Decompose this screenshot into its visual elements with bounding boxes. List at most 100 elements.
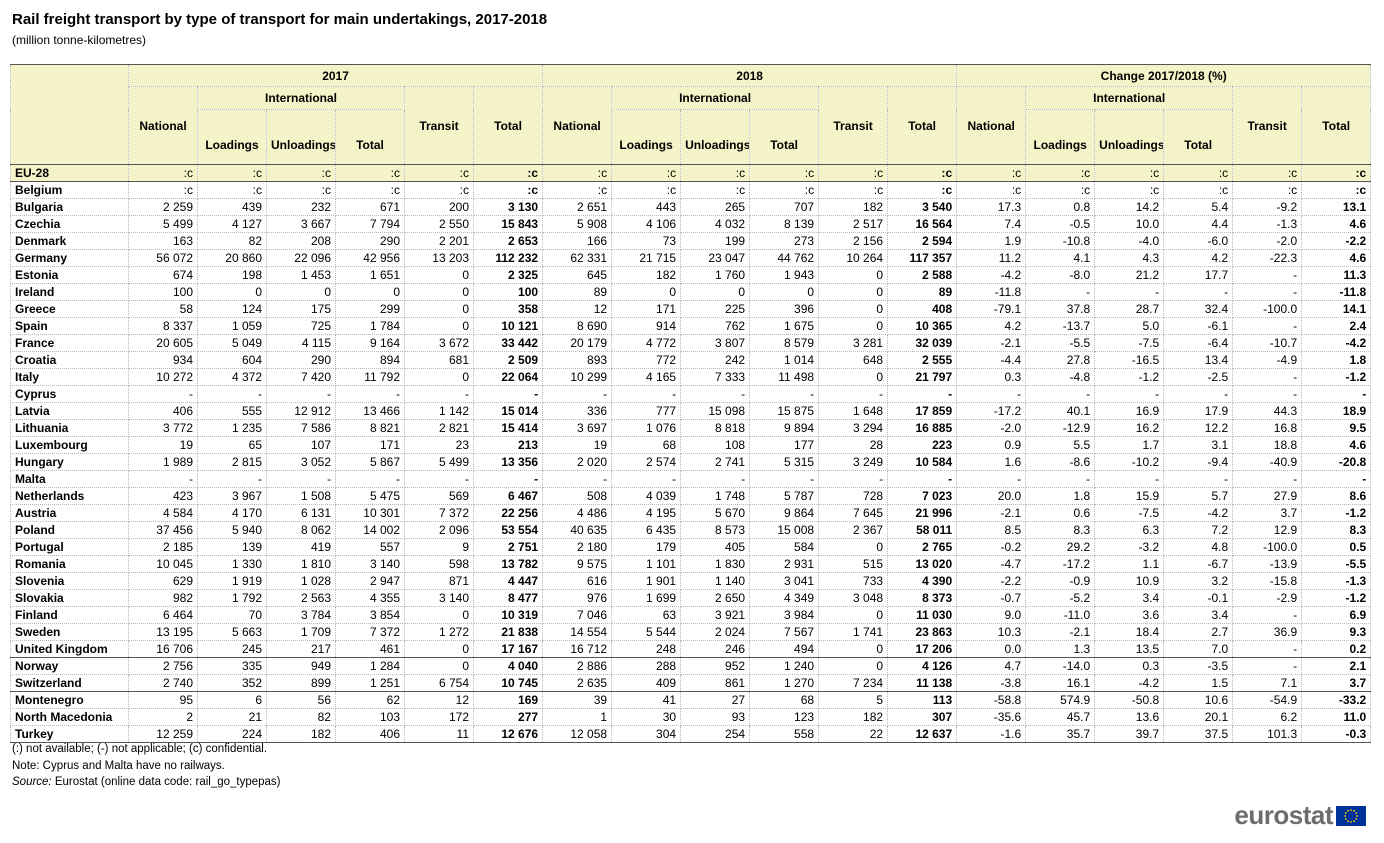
cell: :c <box>680 164 751 182</box>
cell: 307 <box>887 708 958 726</box>
cell: 1.5 <box>1163 674 1234 692</box>
cell: 13.1 <box>1301 198 1372 216</box>
cell: -6.4 <box>1163 334 1234 352</box>
cell: 0 <box>611 283 682 301</box>
cell: 8 373 <box>887 589 958 607</box>
cell: :c <box>956 164 1027 182</box>
cell: - <box>749 470 820 488</box>
cell: 8 062 <box>266 521 336 539</box>
cell: -79.1 <box>956 300 1027 318</box>
cell: 93 <box>680 708 751 726</box>
cell: 2 020 <box>542 453 613 471</box>
cell: 8 573 <box>680 521 751 539</box>
cell: - <box>680 385 751 403</box>
cell: 2 741 <box>680 453 751 471</box>
cell: - <box>335 470 405 488</box>
cell: 139 <box>197 538 267 556</box>
cell: - <box>1232 606 1303 624</box>
cell: 4.2 <box>1163 249 1234 267</box>
cell: - <box>749 385 820 403</box>
cell: 177 <box>749 436 820 454</box>
cell: 7 567 <box>749 623 820 641</box>
cell: 5 867 <box>335 453 405 471</box>
cell: 8 579 <box>749 334 820 352</box>
cell: :c <box>1163 164 1234 182</box>
cell: 2 367 <box>818 521 889 539</box>
cell: -5.2 <box>1025 589 1096 607</box>
column-header: Transit <box>1232 86 1303 165</box>
cell: 16.2 <box>1094 419 1165 437</box>
cell: 223 <box>887 436 958 454</box>
cell: 914 <box>611 317 682 335</box>
column-header: Transit <box>818 86 889 165</box>
cell: - <box>1232 368 1303 386</box>
cell: 8 477 <box>472 589 544 607</box>
column-header: National <box>542 86 613 165</box>
column-header: Total <box>335 109 405 165</box>
cell: -11.8 <box>1301 283 1372 301</box>
cell: 5 <box>818 691 889 709</box>
cell: 3 672 <box>404 334 474 352</box>
cell: 254 <box>680 725 751 743</box>
cell: 304 <box>611 725 682 743</box>
cell: 6 467 <box>472 487 544 505</box>
cell: 3.7 <box>1301 674 1372 692</box>
cell: - <box>1232 657 1303 675</box>
cell: 4.6 <box>1301 436 1372 454</box>
cell: 11.0 <box>1301 708 1372 726</box>
cell: 0 <box>818 266 889 284</box>
cell: 5 663 <box>197 623 267 641</box>
cell: -16.5 <box>1094 351 1165 369</box>
cell: 6.9 <box>1301 606 1372 624</box>
cell: 2 180 <box>542 538 613 556</box>
cell: 18.9 <box>1301 402 1372 420</box>
table-row: Poland 37 456 5 940 8 062 14 002 2 096 53 554 4… <box>10 521 1372 539</box>
cell: 645 <box>542 266 613 284</box>
row-label: Estonia <box>10 266 129 284</box>
cell: - <box>818 385 889 403</box>
cell: 7 372 <box>335 623 405 641</box>
cell: 100 <box>128 283 198 301</box>
cell: - <box>818 470 889 488</box>
cell: 1 101 <box>611 555 682 573</box>
cell: 246 <box>680 640 751 658</box>
cell: 10 264 <box>818 249 889 267</box>
cell: 16.1 <box>1025 674 1096 692</box>
cell: 4 584 <box>128 504 198 522</box>
cell: 68 <box>749 691 820 709</box>
cell: -50.8 <box>1094 691 1165 709</box>
cell: 62 <box>335 691 405 709</box>
cell: 9 <box>404 538 474 556</box>
cell: 1 270 <box>749 674 820 692</box>
cell: 0 <box>818 606 889 624</box>
cell: 13 203 <box>404 249 474 267</box>
cell: 406 <box>128 402 198 420</box>
table-row: Spain 8 337 1 059 725 1 784 0 10 121 8 690 914 76… <box>10 317 1372 335</box>
cell: 1.8 <box>1025 487 1096 505</box>
row-label: Hungary <box>10 453 129 471</box>
table-row: Malta - - - - - - - - - - - - - - - - - - <box>10 470 1372 488</box>
cell: 4.4 <box>1163 215 1234 233</box>
cell: 629 <box>128 572 198 590</box>
cell: 108 <box>680 436 751 454</box>
cell: 3 041 <box>749 572 820 590</box>
cell: 4.1 <box>1025 249 1096 267</box>
cell: 3 784 <box>266 606 336 624</box>
cell: 3.4 <box>1094 589 1165 607</box>
cell: 976 <box>542 589 613 607</box>
table-row: Finland 6 464 70 3 784 3 854 0 10 319 7 046 63 3 … <box>10 606 1372 624</box>
cell: 0 <box>818 317 889 335</box>
table-row: Netherlands 423 3 967 1 508 5 475 569 6 467 508… <box>10 487 1372 505</box>
cell: 10 045 <box>128 555 198 573</box>
row-label: Spain <box>10 317 129 335</box>
column-header: Loadings <box>611 109 682 165</box>
table-row: Czechia 5 499 4 127 3 667 7 794 2 550 15 843 5 … <box>10 215 1372 233</box>
cell: :c <box>1094 164 1165 182</box>
cell: 7.4 <box>956 215 1027 233</box>
cell: 2 931 <box>749 555 820 573</box>
cell: 352 <box>197 674 267 692</box>
cell: 9 575 <box>542 555 613 573</box>
source: Source: Eurostat (online data code: rail… <box>12 774 281 791</box>
cell: 0 <box>818 300 889 318</box>
cell: 1 943 <box>749 266 820 284</box>
